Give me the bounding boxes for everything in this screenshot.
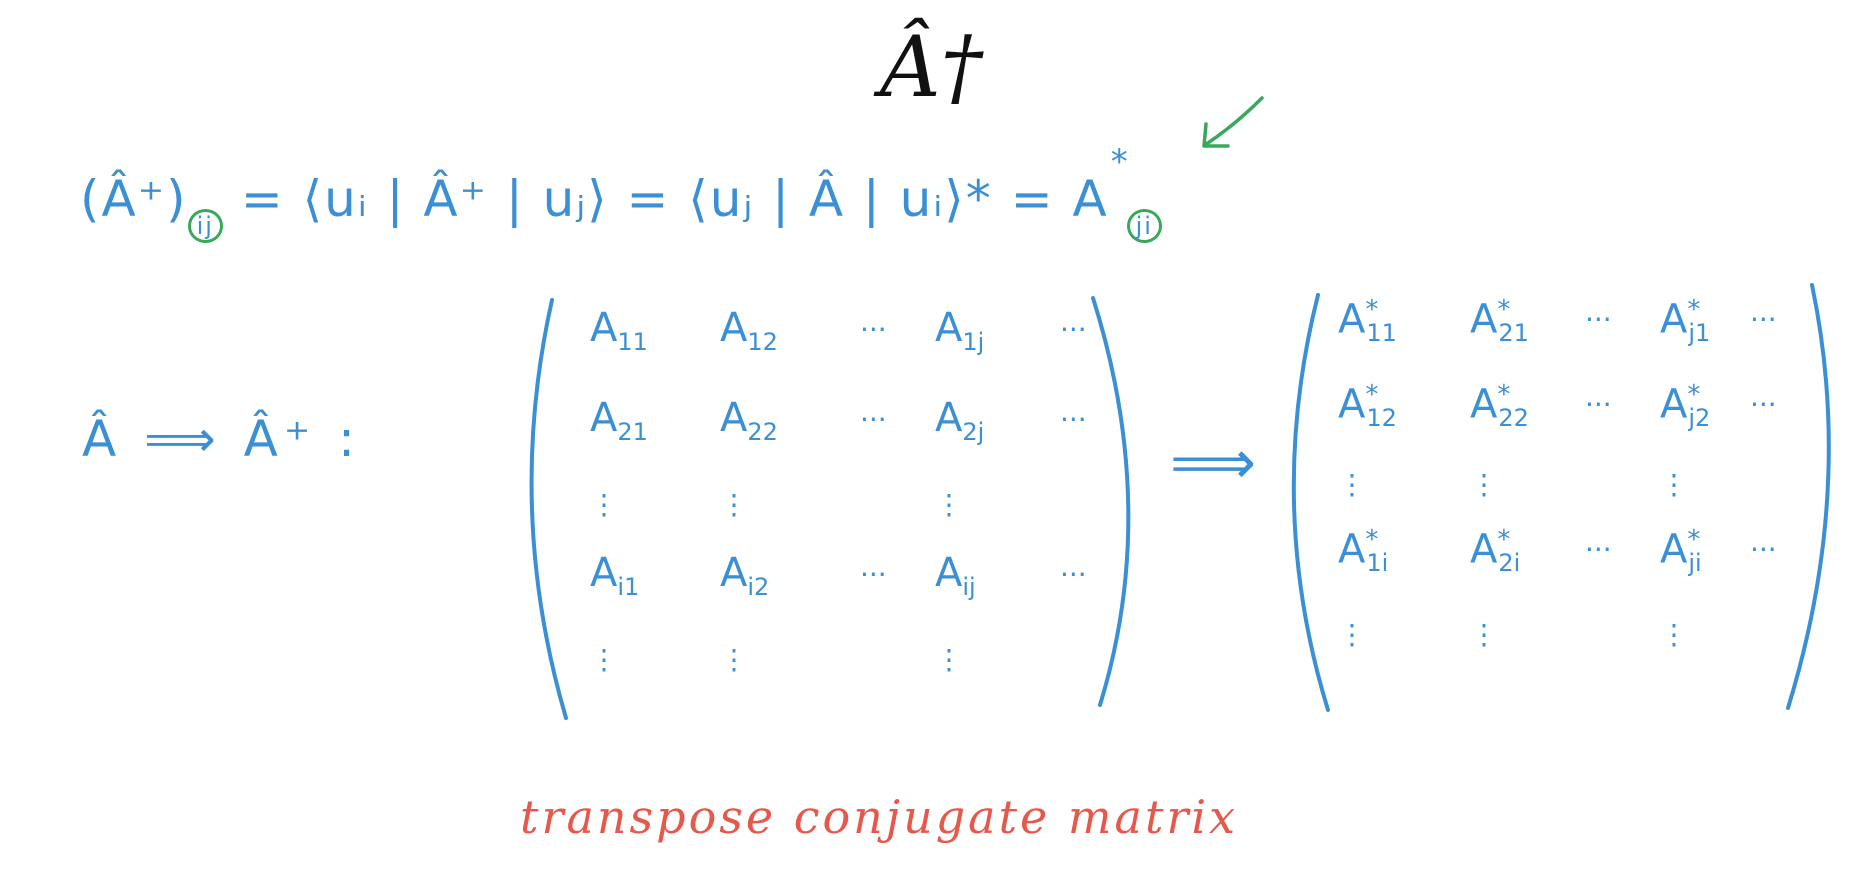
matrix-A-dagger-entry-r1-c2: A*21 xyxy=(1470,295,1529,348)
matrix-A-dagger-entry-r2-c5: ··· xyxy=(1750,388,1777,421)
matrix-A-entry-r1-c5: ··· xyxy=(1060,313,1087,346)
matrix-A-entry-r2-c2: A22 xyxy=(720,395,778,446)
matrix-A-dagger-entry-r2-c2: A*22 xyxy=(1470,380,1529,433)
matrix-A-entry-r2-c4: A2j xyxy=(935,395,985,446)
rhs-index-circled: ji xyxy=(1126,209,1162,243)
matrix-A-entry-r1-c2: A12 xyxy=(720,305,778,356)
implies-arrow: ⟹ xyxy=(1170,428,1257,498)
green-pointer-arrow xyxy=(1203,96,1264,147)
matrix-A-dagger-entry-r4-c1: A*1i xyxy=(1338,525,1389,578)
lhs-term: (Â⁺) xyxy=(80,170,188,228)
matrix-A-entry-r2-c1: A21 xyxy=(590,395,648,446)
matrix-A-entry-r4-c1: Ai1 xyxy=(590,550,640,601)
matrix-A-entry-r1-c1: A11 xyxy=(590,305,648,356)
matrix-A-dagger-entry-r4-c3: ··· xyxy=(1585,533,1612,566)
matrix-A-entry-r2-c5: ··· xyxy=(1060,403,1087,436)
rhs-conjugate-star: * xyxy=(1110,142,1130,182)
matrix-A-dagger-left-bracket xyxy=(1291,293,1330,712)
matrix-A-dagger-entry-r3-c2: ⋮ xyxy=(1470,468,1498,501)
matrix-A-dagger-entry-r2-c1: A*12 xyxy=(1338,380,1397,433)
matrix-A-dagger-entry-r2-c3: ··· xyxy=(1585,388,1612,421)
caption-transpose-conjugate: transpose conjugate matrix xyxy=(520,790,1239,844)
matrix-A-entry-r4-c5: ··· xyxy=(1060,558,1087,591)
matrix-A-entry-r3-c4: ⋮ xyxy=(935,488,963,521)
matrix-A-entry-r5-c2: ⋮ xyxy=(720,643,748,676)
matrix-A-entry-r5-c1: ⋮ xyxy=(590,643,618,676)
matrix-A-dagger-entry-r3-c4: ⋮ xyxy=(1660,468,1688,501)
matrix-A-dagger-right-bracket xyxy=(1786,283,1831,710)
matrix-A-right-bracket xyxy=(1091,296,1131,707)
matrix-A-entry-r2-c3: ··· xyxy=(860,403,887,436)
adjoint-element-equation: (Â⁺) ij = ⟨uᵢ | Â⁺ | uⱼ⟩ = ⟨uⱼ | Â | uᵢ⟩*… xyxy=(80,142,1162,243)
matrix-A-entry-r5-c4: ⋮ xyxy=(935,643,963,676)
matrix-A-dagger-entry-r1-c1: A*11 xyxy=(1338,295,1397,348)
matrix-A-dagger-entry-r5-c1: ⋮ xyxy=(1338,618,1366,651)
matrix-A-dagger-entry-r1-c4: A*j1 xyxy=(1660,295,1711,348)
matrix-A-entry-r4-c2: Ai2 xyxy=(720,550,770,601)
matrix-A-dagger-entry-r4-c5: ··· xyxy=(1750,533,1777,566)
matrix-A-dagger-entry-r5-c4: ⋮ xyxy=(1660,618,1688,651)
title-adjoint: Â† xyxy=(880,18,983,116)
matrix-A-dagger-entry-r3-c1: ⋮ xyxy=(1338,468,1366,501)
mapping-label: Â ⟹ Â⁺ : xyxy=(82,410,362,468)
matrix-A-dagger-entry-r4-c2: A*2i xyxy=(1470,525,1521,578)
matrix-A: A11 A12 ··· A1j ··· A21 A22 ··· A2j ··· ⋮ ⋮ ⋮ Ai1 Ai2 ·… xyxy=(580,295,1087,695)
matrix-A-dagger-entry-r1-c5: ··· xyxy=(1750,303,1777,336)
green-pointer-arrowhead xyxy=(1202,122,1230,148)
matrix-A-dagger-entry-r2-c4: A*j2 xyxy=(1660,380,1711,433)
matrix-A-dagger-entry-r5-c2: ⋮ xyxy=(1470,618,1498,651)
lhs-index-circled: ij xyxy=(187,209,223,243)
matrix-A-entry-r3-c2: ⋮ xyxy=(720,488,748,521)
matrix-A-dagger-entry-r4-c4: A*ji xyxy=(1660,525,1702,578)
equation-middle: = ⟨uᵢ | Â⁺ | uⱼ⟩ = ⟨uⱼ | Â | uᵢ⟩* = A xyxy=(240,170,1109,228)
matrix-A-dagger-entry-r1-c3: ··· xyxy=(1585,303,1612,336)
matrix-A-entry-r1-c4: A1j xyxy=(935,305,985,356)
matrix-A-entry-r4-c3: ··· xyxy=(860,558,887,591)
matrix-A-dagger: A*11 A*21 ··· A*j1 ··· A*12 A*22 ··· A*j2 ··· ⋮ ⋮ ⋮ A… xyxy=(1330,285,1810,685)
matrix-A-entry-r1-c3: ··· xyxy=(860,313,887,346)
matrix-A-left-bracket xyxy=(529,298,568,720)
matrix-A-entry-r4-c4: Aij xyxy=(935,550,976,601)
matrix-A-entry-r3-c1: ⋮ xyxy=(590,488,618,521)
